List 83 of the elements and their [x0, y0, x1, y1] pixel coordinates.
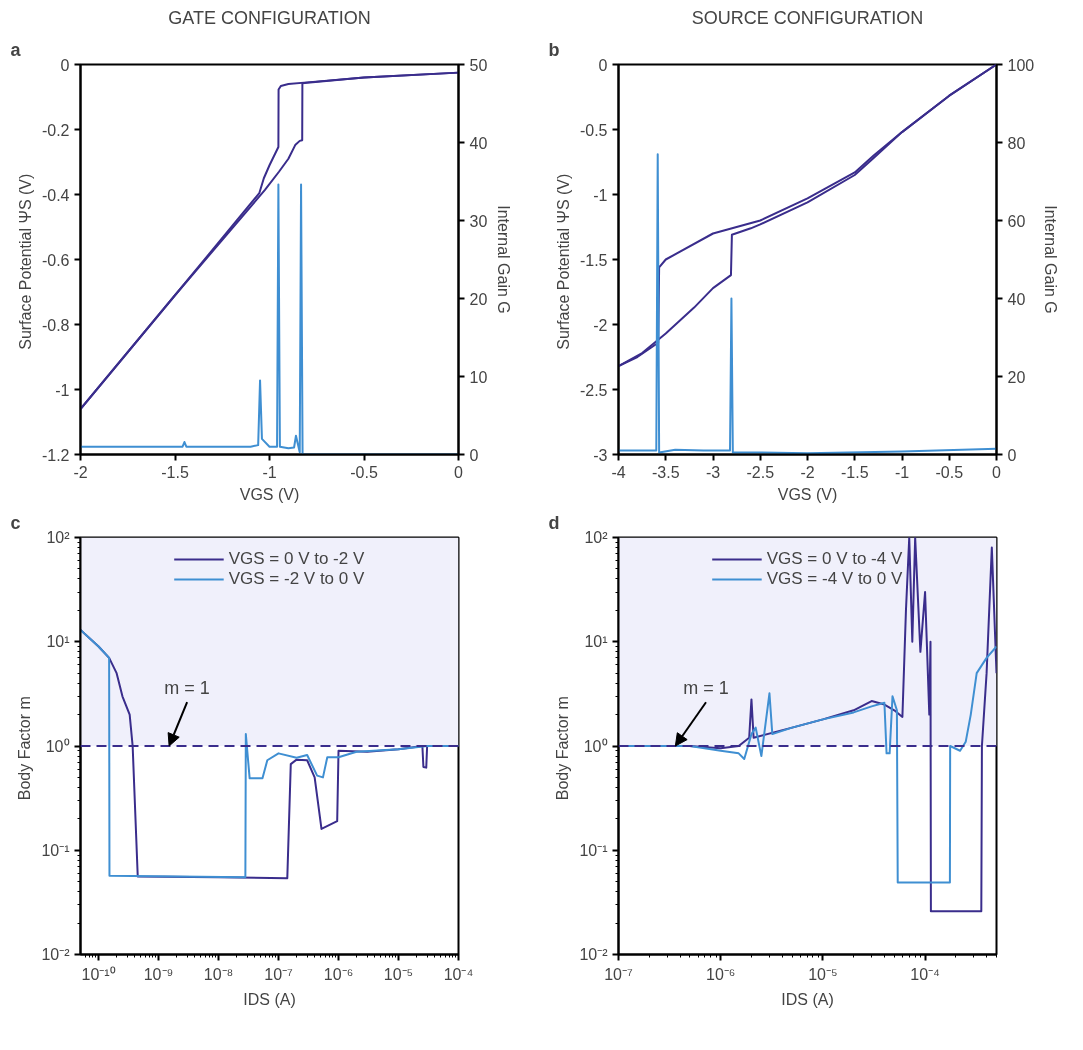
y2-tick-label: 50 — [469, 56, 488, 74]
y-tick-label: -1.2 — [41, 446, 70, 464]
y2-tick-label: 0 — [1007, 446, 1017, 464]
annotation: m = 1 — [164, 678, 210, 699]
y2-tick-label: 0 — [469, 446, 479, 464]
y-tick-label: -2 — [593, 316, 608, 334]
y-tick-label: -1 — [593, 186, 608, 204]
y-tick-label: -1 — [55, 381, 70, 399]
x-tick-label: 10⁻⁶ — [706, 965, 736, 983]
x-tick-label: 10⁻¹⁰ — [81, 965, 116, 983]
legend-label: VGS = -2 V to 0 V — [228, 569, 365, 589]
y-axis-title: Body Factor m — [16, 696, 34, 801]
y-tick-label: -0.4 — [41, 186, 70, 204]
x-axis-title: IDS (A) — [243, 990, 296, 1008]
y-tick-label: 10⁻¹ — [579, 841, 608, 859]
x-tick-label: -0.5 — [935, 463, 964, 481]
x-tick-label: 10⁻⁴ — [443, 965, 474, 983]
legend-label: VGS = -4 V to 0 V — [766, 569, 903, 589]
y2-axis-title: Internal Gain G — [495, 205, 513, 314]
x-tick-label: 10⁻⁸ — [203, 965, 234, 983]
x-axis-title: VGS (V) — [239, 485, 300, 503]
y-tick-label: 10⁻² — [41, 946, 71, 963]
chart-title: GATE CONFIGURATION — [168, 7, 371, 28]
x-tick-label: -1 — [262, 463, 277, 481]
y-tick-label: 10² — [584, 529, 609, 546]
x-tick-label: -0.5 — [350, 463, 378, 481]
y-tick-label: -0.8 — [41, 316, 70, 334]
y-tick-label: 10² — [46, 529, 71, 546]
x-tick-label: -1.5 — [840, 463, 869, 481]
y-axis-title: Surface Potential ΨS (V) — [554, 173, 572, 350]
y-axis-title: Surface Potential ΨS (V) — [16, 173, 34, 350]
y2-tick-label: 40 — [469, 134, 488, 152]
y-tick-label: 10¹ — [46, 633, 70, 651]
x-tick-label: -4 — [611, 463, 626, 481]
y-tick-label: -0.2 — [41, 121, 70, 139]
y-tick-label: -1.5 — [579, 251, 608, 269]
legend-label: VGS = 0 V to -2 V — [228, 549, 365, 569]
x-tick-label: -1.5 — [161, 463, 189, 481]
y-tick-label: 10⁻² — [579, 946, 609, 963]
text: a — [10, 39, 22, 60]
text: b — [548, 39, 560, 60]
x-tick-label: -2 — [73, 463, 88, 481]
x-tick-label: -2.5 — [746, 463, 775, 481]
text: d — [548, 512, 560, 533]
y2-tick-label: 80 — [1007, 134, 1026, 152]
x-tick-label: -2 — [800, 463, 815, 481]
y2-tick-label: 40 — [1007, 290, 1026, 308]
y2-tick-label: 10 — [469, 368, 488, 386]
x-tick-label: 10⁻⁷ — [264, 965, 294, 983]
y-tick-label: 10⁰ — [583, 737, 608, 755]
y2-tick-label: 20 — [1007, 368, 1026, 386]
y-tick-label: -0.5 — [579, 121, 608, 139]
x-tick-label: 10⁻⁶ — [323, 965, 354, 983]
x-tick-label: 10⁻⁴ — [910, 965, 941, 983]
x-axis-title: IDS (A) — [781, 990, 834, 1008]
x-tick-label: 10⁻⁵ — [808, 965, 838, 983]
x-tick-label: 0 — [454, 463, 464, 481]
x-tick-label: -1 — [894, 463, 910, 481]
y-tick-label: 0 — [598, 56, 608, 74]
annotation: m = 1 — [683, 678, 729, 699]
y-tick-label: 10⁰ — [45, 737, 70, 755]
y2-axis-title: Internal Gain G — [1042, 205, 1060, 314]
y2-tick-label: 20 — [469, 290, 488, 308]
x-axis-title: VGS (V) — [777, 485, 838, 503]
y-tick-label: -2.5 — [579, 381, 608, 399]
y-tick-label: 10⁻¹ — [41, 841, 70, 859]
y-axis-title: Body Factor m — [554, 696, 572, 801]
y-tick-label: -3 — [593, 446, 608, 464]
x-tick-label: 10⁻⁷ — [604, 965, 633, 983]
x-tick-label: -3.5 — [651, 463, 680, 481]
x-tick-label: -3 — [705, 463, 721, 481]
text: c — [10, 512, 21, 533]
y2-tick-label: 60 — [1007, 212, 1026, 230]
x-tick-label: 10⁻⁵ — [383, 965, 414, 983]
legend-label: VGS = 0 V to -4 V — [766, 549, 903, 569]
x-tick-label: 10⁻⁹ — [143, 965, 174, 983]
y-tick-label: 10¹ — [584, 633, 608, 651]
y2-tick-label: 30 — [469, 212, 488, 230]
y-tick-label: -0.6 — [41, 251, 70, 269]
y2-tick-label: 100 — [1007, 56, 1035, 74]
chart-title: SOURCE CONFIGURATION — [691, 7, 924, 28]
x-tick-label: 0 — [992, 463, 1002, 481]
y-tick-label: 0 — [60, 56, 70, 74]
